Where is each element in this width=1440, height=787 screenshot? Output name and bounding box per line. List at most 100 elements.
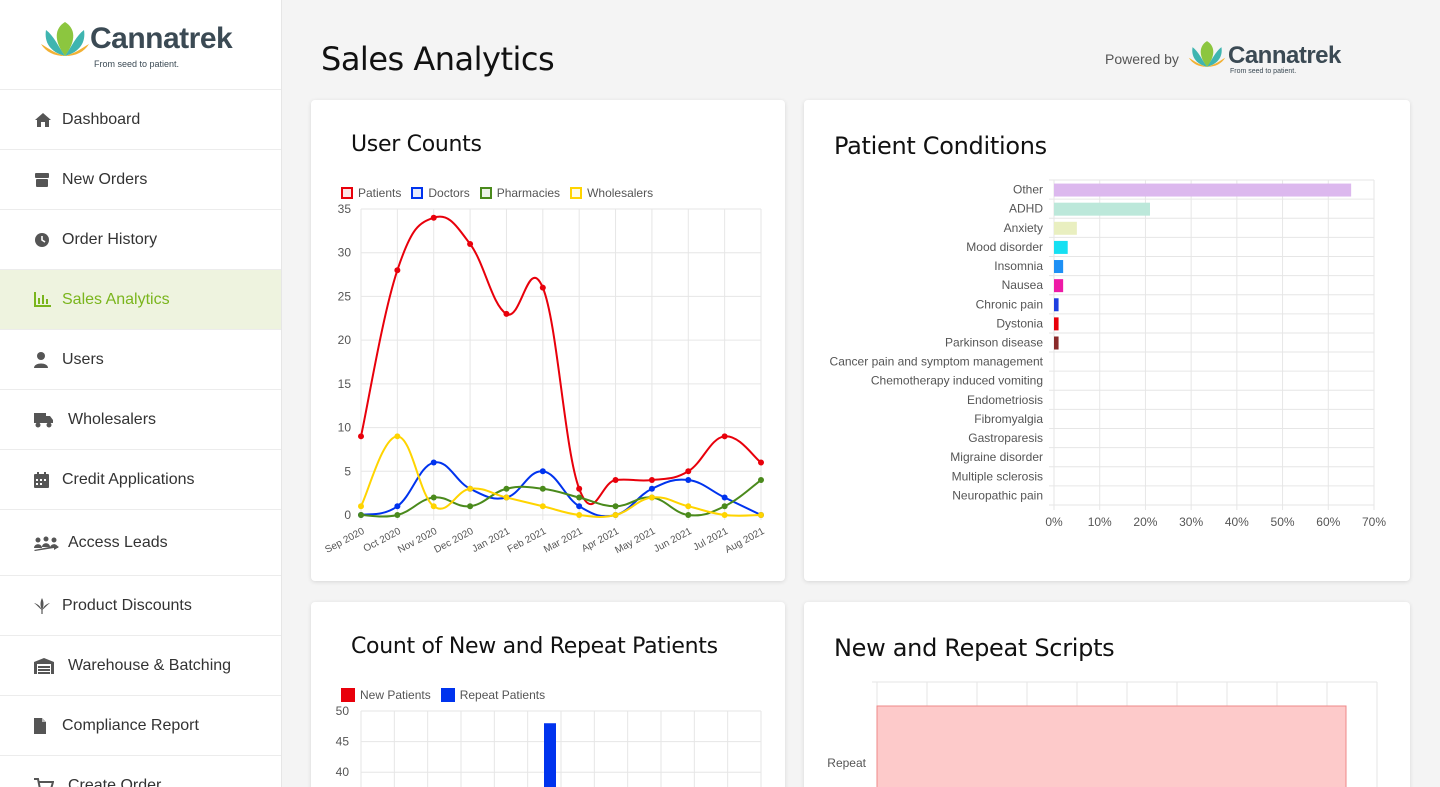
card-title: User Counts — [351, 132, 482, 157]
legend-item[interactable]: New Patients — [341, 688, 431, 702]
legend-swatch — [341, 187, 353, 199]
new-repeat-patients-bar-chart: 50 45 40 — [336, 704, 762, 787]
data-point — [467, 240, 474, 247]
sidebar-item-order-history[interactable]: Order History — [0, 210, 281, 270]
leaf-icon — [34, 597, 56, 615]
sidebar-item-new-orders[interactable]: New Orders — [0, 150, 281, 210]
sidebar-item-users[interactable]: Users — [0, 330, 281, 390]
legend-swatch — [411, 187, 424, 199]
brand-logo[interactable]: Cannatrek From seed to patient. — [0, 0, 281, 90]
data-point — [648, 485, 655, 492]
sidebar-item-warehouse-batching[interactable]: Warehouse & Batching — [0, 636, 281, 696]
data-point — [685, 503, 692, 510]
y-tick-label: 25 — [338, 289, 352, 303]
new-repeat-scripts-bar-chart: Repeat — [827, 681, 1378, 787]
y-tick-label: Nausea — [1002, 278, 1044, 292]
sidebar-item-label: Product Discounts — [62, 596, 192, 614]
powered-brand-tagline: From seed to patient. — [1230, 68, 1297, 75]
sidebar-item-wholesalers[interactable]: Wholesalers — [0, 390, 281, 450]
data-point — [539, 284, 546, 291]
data-point — [430, 494, 437, 501]
y-tick-label: Repeat — [827, 756, 866, 770]
patient-conditions-card: Patient Conditions 0% 10% 20% 30% 40% 50% 60% 7… — [804, 100, 1410, 581]
data-point — [430, 503, 437, 510]
sidebar-item-label: New Orders — [62, 170, 148, 188]
x-tick-label: 10% — [1088, 515, 1112, 529]
x-tick-label: 70% — [1362, 515, 1386, 529]
x-tick-label: Nov 2020 — [396, 526, 439, 556]
data-point — [394, 433, 401, 440]
bar — [1054, 183, 1352, 197]
cart-icon — [34, 777, 62, 787]
data-point — [503, 485, 510, 492]
data-point — [576, 512, 583, 518]
data-point — [467, 503, 474, 510]
x-tick-label: Dec 2020 — [433, 526, 476, 556]
legend-item[interactable]: Pharmacies — [479, 186, 560, 200]
legend-item[interactable]: Wholesalers — [570, 186, 653, 200]
chart-legend: Patients Doctors Pharmacies Wholesalers — [341, 186, 663, 200]
sidebar-item-dashboard[interactable]: Dashboard — [0, 90, 281, 150]
x-tick-label: May 2021 — [613, 526, 657, 557]
data-point — [721, 512, 728, 518]
bar — [1054, 240, 1068, 254]
sidebar-item-access-leads[interactable]: Access Leads — [0, 510, 281, 576]
y-tick-label: 40 — [336, 765, 350, 779]
data-point — [539, 485, 546, 492]
x-tick-label: Sep 2020 — [323, 526, 366, 556]
sidebar-item-product-discounts[interactable]: Product Discounts — [0, 576, 281, 636]
y-tick-label: Migraine disorder — [950, 450, 1043, 464]
data-point — [685, 468, 692, 475]
clock-icon — [34, 231, 56, 249]
brand-tagline: From seed to patient. — [94, 59, 180, 69]
legend-item[interactable]: Doctors — [411, 186, 470, 200]
x-tick-label: Jun 2021 — [652, 526, 694, 555]
series-line-doctors — [360, 461, 762, 518]
new-repeat-scripts-card: New and Repeat Scripts Repeat — [804, 602, 1410, 787]
y-tick-label: Other — [1013, 183, 1043, 197]
sidebar-item-sales-analytics[interactable]: Sales Analytics — [0, 270, 281, 330]
legend-label: Patients — [358, 186, 402, 200]
y-tick-label: Chronic pain — [976, 297, 1043, 311]
sidebar-item-label: Create Order — [68, 776, 162, 787]
legend-swatch — [440, 688, 455, 702]
y-tick-label: 35 — [338, 202, 352, 216]
file-icon — [34, 717, 56, 735]
data-point — [612, 477, 619, 484]
bar — [876, 705, 1347, 787]
y-tick-label: Anxiety — [1004, 221, 1043, 235]
legend-swatch — [341, 688, 355, 702]
data-point — [612, 503, 619, 510]
y-tick-label: 30 — [338, 246, 352, 260]
legend-swatch — [570, 187, 583, 199]
data-point — [358, 503, 364, 510]
sidebar-item-label: Sales Analytics — [62, 290, 170, 308]
y-tick-label: 45 — [336, 735, 350, 749]
y-tick-label: 20 — [338, 333, 352, 347]
sidebar-item-label: Access Leads — [68, 533, 168, 551]
y-tick-label: Chemotherapy induced vomiting — [871, 374, 1043, 388]
sidebar-item-credit-applications[interactable]: Credit Applications — [0, 450, 281, 510]
y-tick-label: Mood disorder — [966, 240, 1043, 254]
sidebar: Cannatrek From seed to patient. Dashboar… — [0, 0, 282, 787]
data-point — [539, 503, 546, 510]
bar — [544, 723, 556, 787]
sidebar-item-create-order[interactable]: Create Order — [0, 756, 281, 787]
bar — [1054, 317, 1059, 331]
legend-label: Wholesalers — [587, 186, 654, 200]
legend-item[interactable]: Repeat Patients — [440, 688, 545, 702]
sidebar-item-compliance-report[interactable]: Compliance Report — [0, 696, 281, 756]
card-title: New and Repeat Scripts — [834, 634, 1115, 662]
data-point — [394, 512, 401, 518]
data-point — [685, 512, 692, 518]
sidebar-item-label: Compliance Report — [62, 716, 199, 734]
page-title: Sales Analytics — [321, 40, 555, 78]
legend-item[interactable]: Patients — [341, 186, 401, 200]
legend-label: Doctors — [428, 186, 470, 200]
powered-brand-name: Cannatrek — [1228, 42, 1341, 69]
sidebar-item-label: Dashboard — [62, 110, 141, 128]
card-title: Patient Conditions — [834, 132, 1047, 160]
y-tick-label: 5 — [344, 464, 351, 478]
sidebar-item-label: Users — [62, 350, 104, 368]
card-title: Count of New and Repeat Patients — [351, 634, 718, 659]
